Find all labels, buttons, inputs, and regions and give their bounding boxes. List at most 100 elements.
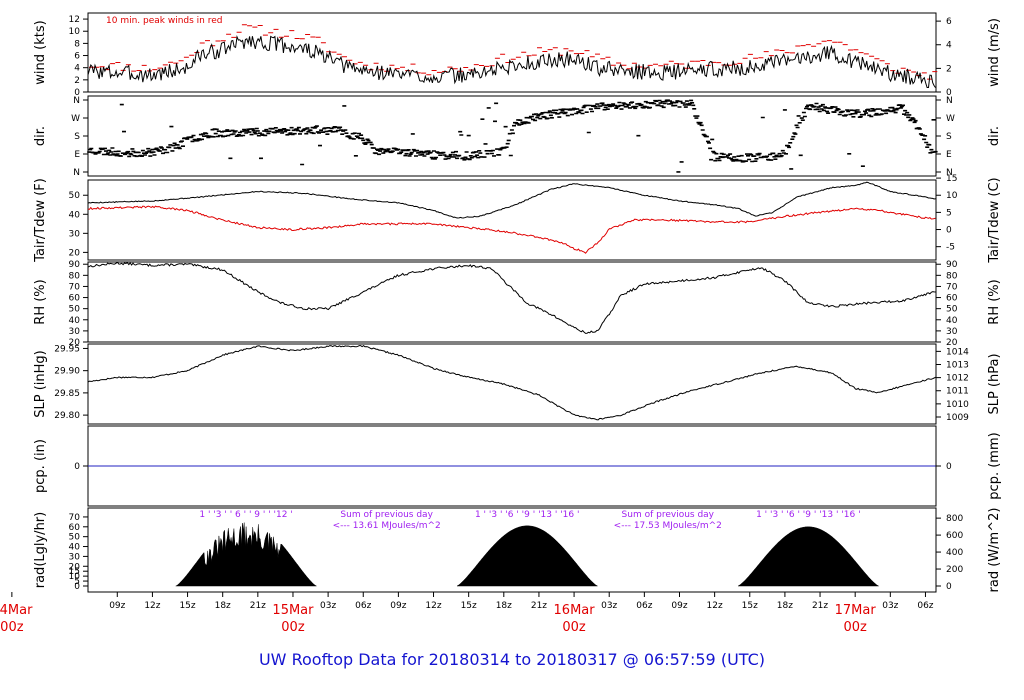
- rad-ytick-label: 60: [69, 523, 81, 533]
- rad-day-3-area: [737, 526, 880, 587]
- x-tick-label: 06z: [636, 601, 652, 611]
- rh-ytick-label: 90: [69, 260, 81, 270]
- slp-ytick2-label: 1009: [946, 413, 969, 423]
- wind-ytick2-label: 4: [946, 41, 952, 51]
- rad-hour-markers-3: 1 ' '3 ' '6 ' '9 ' '13 ' '16 ': [756, 510, 861, 520]
- pcp-ytick-label: 0: [74, 462, 80, 472]
- rh-ytick2-label: 70: [946, 282, 958, 292]
- x-tick-label: 18z: [777, 601, 793, 611]
- wind-ytick-label: 4: [74, 64, 80, 74]
- slp-ytick2-label: 1012: [946, 374, 969, 384]
- rad-ytick2-label: 600: [946, 531, 963, 541]
- dir-ytick-label: N: [73, 168, 80, 178]
- rh-ytick2-label: 40: [946, 316, 958, 326]
- rh-ytick2-label: 90: [946, 260, 958, 270]
- temp-dew-series: [87, 205, 936, 254]
- wind-ytick-label: 2: [74, 76, 80, 86]
- rad-ytick-label: 10: [69, 572, 81, 582]
- slp-ytick2-label: 1010: [946, 400, 969, 410]
- rh-ytick2-label: 60: [946, 294, 958, 304]
- x-tick-label: 15z: [179, 601, 195, 611]
- rh-ytick-label: 60: [69, 294, 81, 304]
- x-day-time-label: 00z: [843, 620, 867, 635]
- wind-ytick-label: 6: [74, 52, 80, 62]
- slp-ytick-label: 29.95: [54, 344, 80, 354]
- x-tick-label: 12z: [144, 601, 160, 611]
- wind-ytick2-label: 0: [946, 88, 952, 98]
- pcp-ytick2-label: 0: [946, 462, 952, 472]
- x-tick-label: 09z: [109, 601, 125, 611]
- wind-series: [87, 35, 936, 88]
- temp-ytick-label: 50: [69, 191, 81, 201]
- x-day-time-label: 00z: [0, 620, 24, 635]
- rh-ytick-label: 50: [69, 305, 81, 315]
- temp-frame: [87, 179, 937, 261]
- wind-ytick2-label: 2: [946, 64, 952, 74]
- rad-ylabel: rad(Lgly/hr): [33, 512, 48, 588]
- slp-ytick2-label: 1014: [946, 347, 969, 357]
- x-tick-label: 03z: [601, 601, 617, 611]
- rad-ytick-label: 70: [69, 513, 81, 523]
- rad-ytick-label: 20: [69, 562, 81, 572]
- rad-ylabel2: rad (W/m^2): [987, 508, 1002, 593]
- x-tick-label: 09z: [671, 601, 687, 611]
- temp-ytick2-label: 5: [946, 208, 952, 218]
- slp-ytick-label: 29.85: [54, 389, 80, 399]
- x-day-label: 17Mar: [835, 603, 877, 618]
- x-tick-label: 03z: [882, 601, 898, 611]
- pcp-ylabel2: pcp. (mm): [987, 432, 1002, 499]
- rad-sum-title-1: Sum of previous day: [340, 510, 433, 520]
- rh-ytick2-label: 80: [946, 271, 958, 281]
- slp-frame: [87, 343, 937, 425]
- rad-hour-markers-2: 1 ' '3 ' '6 ' '9 ' '13 ' '16 ': [475, 510, 580, 520]
- rad-sum-value-1: <--- 13.61 MJoules/m^2: [333, 521, 441, 531]
- rh-ytick2-label: 50: [946, 305, 958, 315]
- rh-ytick-label: 40: [69, 316, 81, 326]
- temp-ytick2-label: -5: [946, 243, 955, 253]
- x-tick-label: 12z: [707, 601, 723, 611]
- rad-ytick2-label: 400: [946, 548, 963, 558]
- x-tick-label: 15z: [461, 601, 477, 611]
- rad-sum-value-2: <--- 17.53 MJoules/m^2: [614, 521, 722, 531]
- rh-ylabel2: RH (%): [987, 279, 1002, 324]
- slp-series: [87, 344, 936, 421]
- x-tick-label: 18z: [215, 601, 231, 611]
- x-day-time-label: 00z: [281, 620, 305, 635]
- rad-day-1-area: [175, 522, 318, 587]
- slp-ytick-label: 29.80: [54, 411, 80, 421]
- x-day-label: 15Mar: [272, 603, 314, 618]
- x-tick-label: 18z: [496, 601, 512, 611]
- dir-ytick-label: N: [73, 96, 80, 106]
- rad-ytick-label: 0: [74, 582, 80, 592]
- rad-ytick-label: 50: [69, 533, 81, 543]
- dir-series: [87, 99, 938, 173]
- slp-ytick2-label: 1013: [946, 360, 969, 370]
- wind-ytick-label: 12: [69, 15, 80, 25]
- rh-frame: [87, 261, 937, 343]
- rad-ytick2-label: 200: [946, 565, 963, 575]
- rh-ytick-label: 80: [69, 271, 81, 281]
- temp-ytick2-label: 0: [946, 226, 952, 236]
- x-tick-label: 03z: [320, 601, 336, 611]
- wind-annotation: 10 min. peak winds in red: [106, 16, 223, 26]
- rh-ytick2-label: 20: [946, 338, 958, 348]
- wind-ytick2-label: 6: [946, 17, 952, 27]
- pcp-ylabel: pcp. (in): [33, 439, 48, 493]
- rad-ytick-label: 5: [74, 577, 80, 587]
- rad-frame: [87, 507, 937, 593]
- rh-ylabel: RH (%): [33, 279, 48, 324]
- slp-ylabel: SLP (inHg): [33, 350, 48, 418]
- rh-ytick-label: 30: [69, 327, 81, 337]
- dir-ytick-label: S: [74, 132, 80, 142]
- x-tick-label: 21z: [812, 601, 828, 611]
- rad-ytick-label: 30: [69, 552, 81, 562]
- dir-ytick2-label: N: [946, 96, 953, 106]
- temp-ytick-label: 30: [69, 229, 81, 239]
- dir-ytick2-label: W: [946, 114, 955, 124]
- wind-frame: [87, 12, 937, 93]
- rad-day-2-area: [456, 525, 599, 587]
- x-tick-label: 06z: [355, 601, 371, 611]
- wind-ytick-label: 0: [74, 88, 80, 98]
- temp-ytick-label: 40: [69, 210, 81, 220]
- x-day-label: 14Mar: [0, 603, 33, 618]
